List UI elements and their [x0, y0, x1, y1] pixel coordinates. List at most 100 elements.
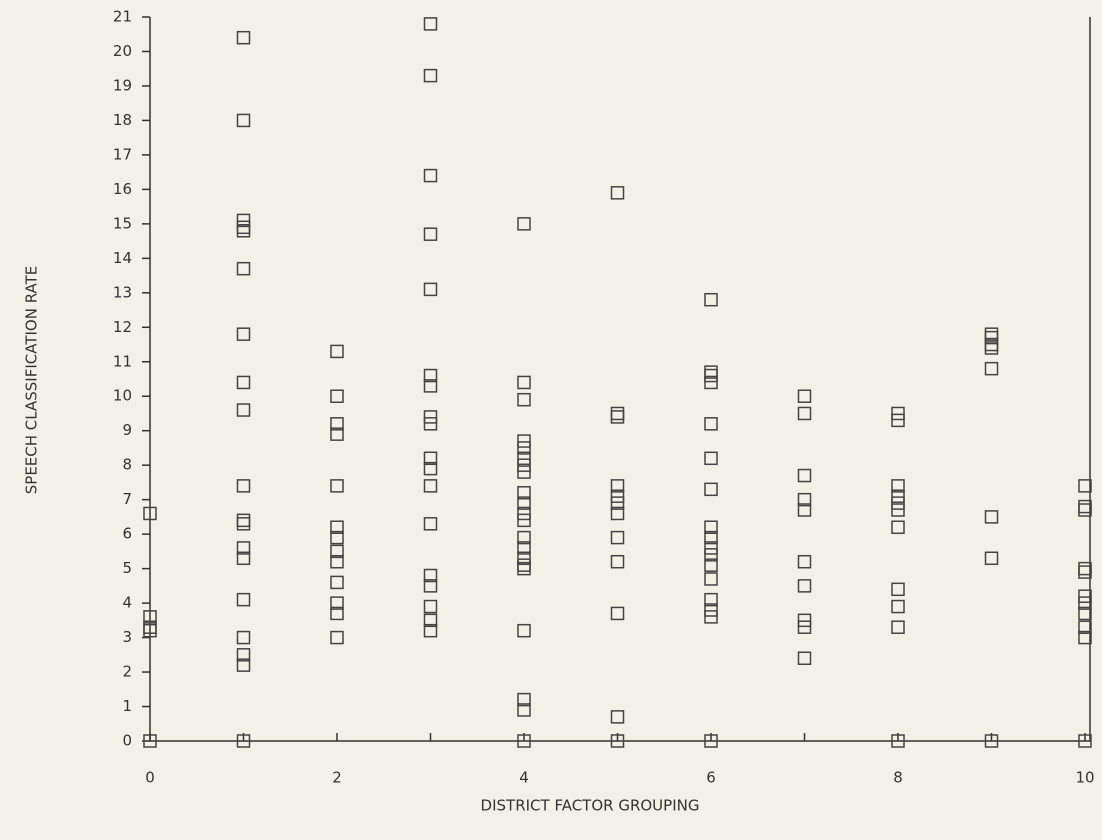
y-tick-label: 6 — [122, 525, 132, 543]
point — [423, 568, 438, 583]
y-tick-label: 9 — [122, 421, 132, 439]
point — [330, 479, 344, 493]
point — [517, 434, 531, 448]
point — [423, 168, 438, 183]
y-tick-label: 10 — [113, 387, 132, 405]
point — [891, 599, 905, 614]
point — [423, 368, 438, 383]
point — [704, 572, 718, 586]
point — [797, 579, 812, 593]
point — [143, 506, 157, 521]
point — [984, 361, 999, 376]
point — [236, 479, 251, 493]
point — [891, 489, 905, 503]
point — [330, 530, 344, 545]
point — [330, 389, 344, 403]
point — [330, 575, 344, 590]
point — [236, 375, 251, 390]
point — [236, 734, 251, 748]
point — [423, 379, 438, 393]
x-tick-label: 0 — [145, 769, 155, 787]
point — [236, 327, 251, 341]
point — [891, 496, 905, 510]
x-tick-label: 4 — [519, 769, 529, 787]
point — [423, 227, 438, 241]
point — [984, 341, 999, 355]
y-tick-label: 16 — [113, 180, 132, 198]
y-tick-label: 2 — [122, 663, 132, 681]
point — [517, 623, 531, 638]
point — [236, 213, 251, 228]
point — [517, 451, 531, 466]
x-axis-label: DISTRICT FACTOR GROUPING — [481, 797, 700, 815]
point — [236, 113, 251, 128]
point — [610, 496, 625, 510]
point — [330, 630, 344, 645]
x-tick-label: 6 — [706, 769, 716, 787]
point — [891, 406, 905, 421]
point — [610, 186, 625, 200]
point — [704, 734, 718, 748]
plot-frame — [149, 17, 1091, 742]
point — [704, 292, 718, 307]
point — [704, 541, 718, 555]
point — [517, 217, 531, 231]
point — [704, 558, 718, 572]
point — [1078, 589, 1092, 603]
point — [984, 330, 999, 345]
point — [423, 479, 438, 493]
y-tick-label: 18 — [113, 111, 132, 129]
point — [330, 606, 344, 621]
point — [517, 465, 531, 479]
y-tick-label: 5 — [122, 559, 132, 577]
point — [891, 520, 905, 534]
point — [236, 648, 251, 662]
point — [517, 506, 531, 521]
point — [236, 630, 251, 645]
point — [797, 503, 812, 517]
point — [423, 282, 438, 297]
point — [423, 451, 438, 466]
point — [517, 375, 531, 390]
y-tick-label: 11 — [113, 352, 132, 370]
point — [984, 551, 999, 566]
point — [143, 734, 157, 748]
point — [143, 623, 157, 638]
point — [704, 530, 718, 545]
y-tick-label: 13 — [113, 283, 132, 301]
point — [610, 554, 625, 569]
point — [797, 492, 812, 507]
point — [330, 520, 344, 534]
point — [517, 551, 531, 566]
point — [704, 417, 718, 431]
point — [143, 610, 157, 624]
y-tick-label: 12 — [113, 318, 132, 336]
point — [797, 389, 812, 403]
point — [704, 592, 718, 607]
point — [236, 261, 251, 276]
point — [423, 579, 438, 593]
point — [704, 603, 718, 617]
y-tick-label: 7 — [122, 490, 132, 508]
point — [236, 224, 251, 238]
point — [1078, 479, 1092, 493]
y-tick-label: 8 — [122, 456, 132, 474]
y-tick-label: 20 — [113, 42, 132, 60]
x-tick-label: 8 — [893, 769, 903, 787]
point — [517, 496, 531, 510]
point — [610, 489, 625, 503]
point — [330, 427, 344, 441]
point — [517, 392, 531, 407]
point — [330, 554, 344, 569]
point — [517, 513, 531, 528]
point — [236, 541, 251, 555]
y-tick-label: 1 — [122, 697, 132, 715]
point — [423, 68, 438, 83]
point — [891, 413, 905, 428]
point — [797, 651, 812, 666]
point — [704, 610, 718, 624]
y-tick-label: 14 — [113, 249, 132, 267]
point — [423, 613, 438, 628]
point — [610, 734, 625, 748]
